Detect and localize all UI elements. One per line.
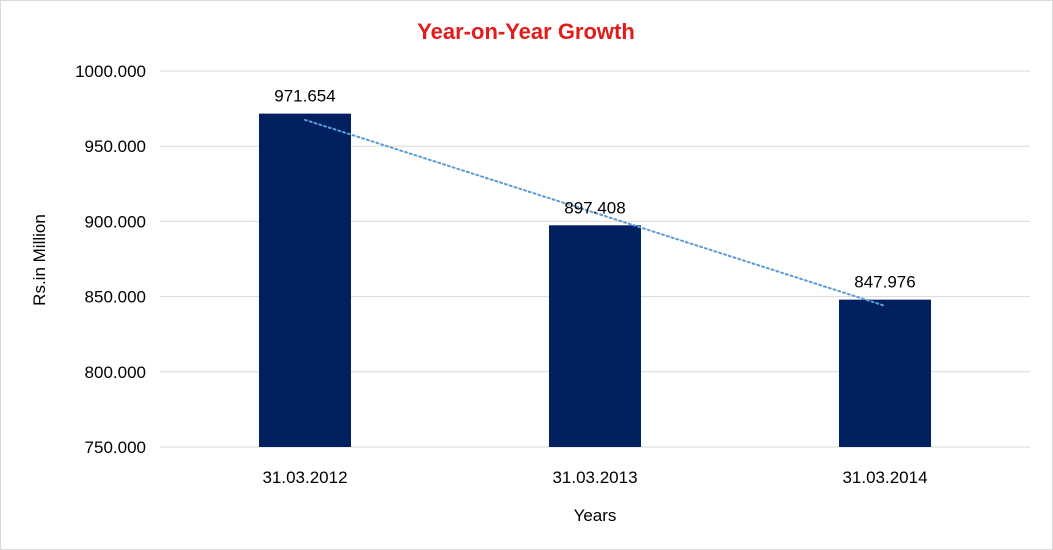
y-tick-label: 900.000: [85, 212, 146, 231]
data-label: 847.976: [854, 273, 915, 292]
bar: [259, 113, 351, 447]
data-labels: 971.654 897.408 847.976: [274, 87, 915, 292]
x-tick-label: 31.03.2012: [262, 468, 347, 487]
trendline-group: [304, 118, 886, 307]
trendline: [304, 118, 886, 307]
x-tick-label: 31.03.2014: [842, 468, 927, 487]
y-axis-label: Rs.in Million: [30, 214, 49, 306]
y-tick-label: 1000.000: [75, 62, 146, 81]
bar: [549, 225, 641, 447]
y-tick-label: 800.000: [85, 363, 146, 382]
x-axis-ticks: 31.03.2012 31.03.2013 31.03.2014: [262, 468, 927, 487]
y-tick-label: 750.000: [85, 438, 146, 457]
x-axis-label: Years: [574, 506, 617, 525]
y-tick-label: 950.000: [85, 137, 146, 156]
y-axis-ticks: 750.000 800.000 850.000 900.000 950.000 1000.…: [75, 62, 146, 457]
data-label: 897.408: [564, 198, 625, 217]
chart-title: Year-on-Year Growth: [417, 19, 635, 44]
y-tick-label: 850.000: [85, 288, 146, 307]
data-label: 971.654: [274, 87, 335, 106]
bars: [259, 113, 931, 447]
x-tick-label: 31.03.2013: [552, 468, 637, 487]
bar: [839, 299, 931, 447]
